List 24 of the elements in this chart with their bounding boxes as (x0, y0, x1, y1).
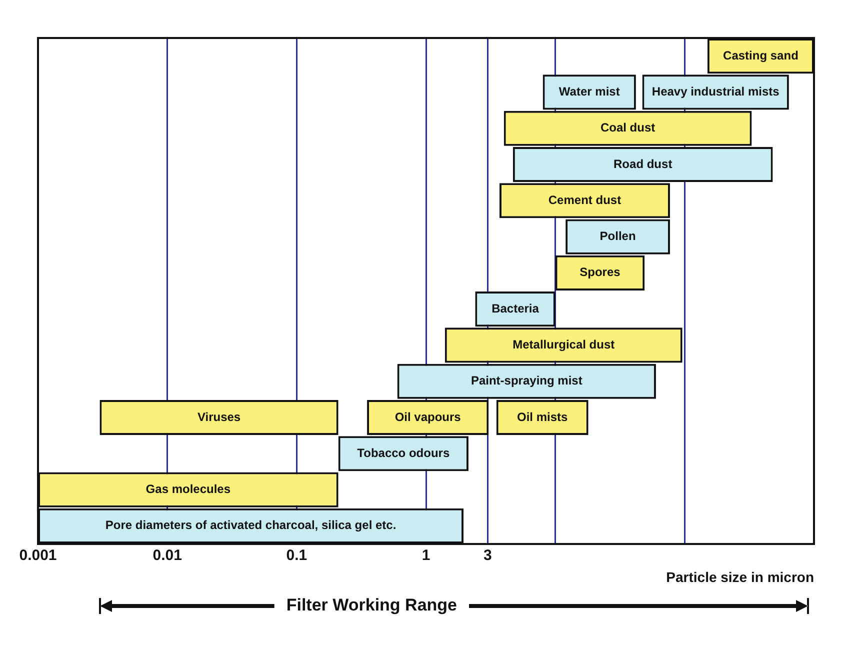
series-label: Casting sand (723, 48, 798, 62)
series-label: Road dust (614, 156, 672, 171)
series-label: Metallurgical dust (512, 338, 615, 352)
series-label: Water mist (558, 84, 620, 99)
series-label: Pollen (600, 229, 636, 244)
series-label: Cement dust (548, 192, 622, 207)
text: Filter Working Range (286, 596, 458, 615)
series-label: Oil mists (517, 410, 568, 424)
x-tick-label: 3 (484, 547, 492, 564)
series-label: Viruses (197, 410, 241, 424)
x-tick-label: 0.001 (19, 547, 57, 564)
x-tick-label: 0.01 (152, 547, 182, 564)
series-label: Heavy industrial mists (652, 84, 780, 99)
x-axis-title: Particle size in micron (666, 568, 814, 585)
x-tick-label: 0.1 (286, 547, 308, 564)
series-label: Pore diameters of activated charcoal, silica gel etc. (105, 518, 396, 532)
series-label: Oil vapours (394, 410, 462, 424)
series-label: Spores (580, 265, 621, 280)
series-label: Paint-spraying mist (470, 374, 582, 388)
series-label: Bacteria (492, 301, 540, 316)
series-label: Coal dust (600, 120, 656, 135)
series-label: Gas molecules (146, 482, 231, 496)
x-tick-label: 1 (422, 547, 430, 564)
series-label: Tobacco odours (357, 446, 450, 460)
